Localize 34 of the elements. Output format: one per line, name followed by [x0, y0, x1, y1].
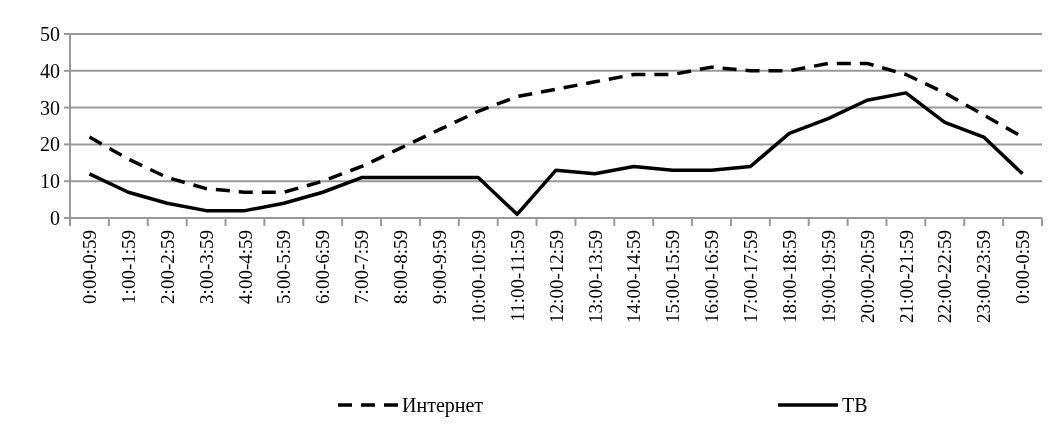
x-tick-label: 8:00-8:59 [390, 230, 412, 304]
legend-label: Интернет [402, 394, 484, 417]
x-tick-label: 4:00-4:59 [234, 230, 256, 304]
x-tick-label: 0:00-0:59 [79, 230, 101, 304]
y-tick-label: 10 [40, 170, 60, 193]
x-tick-label: 12:00-12:59 [545, 230, 567, 323]
x-tick-label: 14:00-14:59 [623, 230, 645, 323]
x-tick-label: 23:00-23:59 [973, 230, 995, 323]
y-tick-label: 20 [40, 133, 60, 156]
x-tick-label: 2:00-2:59 [156, 230, 178, 304]
x-tick-label: 22:00-22:59 [934, 230, 956, 323]
x-tick-label: 19:00-19:59 [817, 230, 839, 323]
y-tick-label: 30 [40, 96, 60, 119]
x-tick-label: 18:00-18:59 [778, 230, 800, 323]
x-tick-label: 11:00-11:59 [506, 230, 528, 322]
x-tick-label: 0:00-0:59 [1012, 230, 1034, 304]
x-tick-label: 9:00-9:59 [429, 230, 451, 304]
x-tick-label: 20:00-20:59 [856, 230, 878, 323]
x-tick-label: 6:00-6:59 [312, 230, 334, 304]
y-tick-label: 40 [40, 59, 60, 82]
line-series [87, 91, 1025, 217]
x-tick-label: 17:00-17:59 [740, 230, 762, 323]
x-tick-label: 13:00-13:59 [584, 230, 606, 323]
x-tick-label: 10:00-10:59 [467, 230, 489, 323]
legend-label: ТВ [842, 394, 868, 416]
y-tick-label: 0 [50, 207, 60, 229]
y-tick-label: 50 [40, 23, 60, 45]
x-tick-label: 15:00-15:59 [662, 230, 684, 323]
x-tick-label: 1:00-1:59 [117, 230, 139, 304]
x-tick-label: 21:00-21:59 [895, 230, 917, 323]
x-tick-label: 5:00-5:59 [273, 230, 295, 304]
x-tick-label: 7:00-7:59 [351, 230, 373, 304]
x-tick-label: 3:00-3:59 [195, 230, 217, 304]
x-tick-label: 16:00-16:59 [701, 230, 723, 323]
